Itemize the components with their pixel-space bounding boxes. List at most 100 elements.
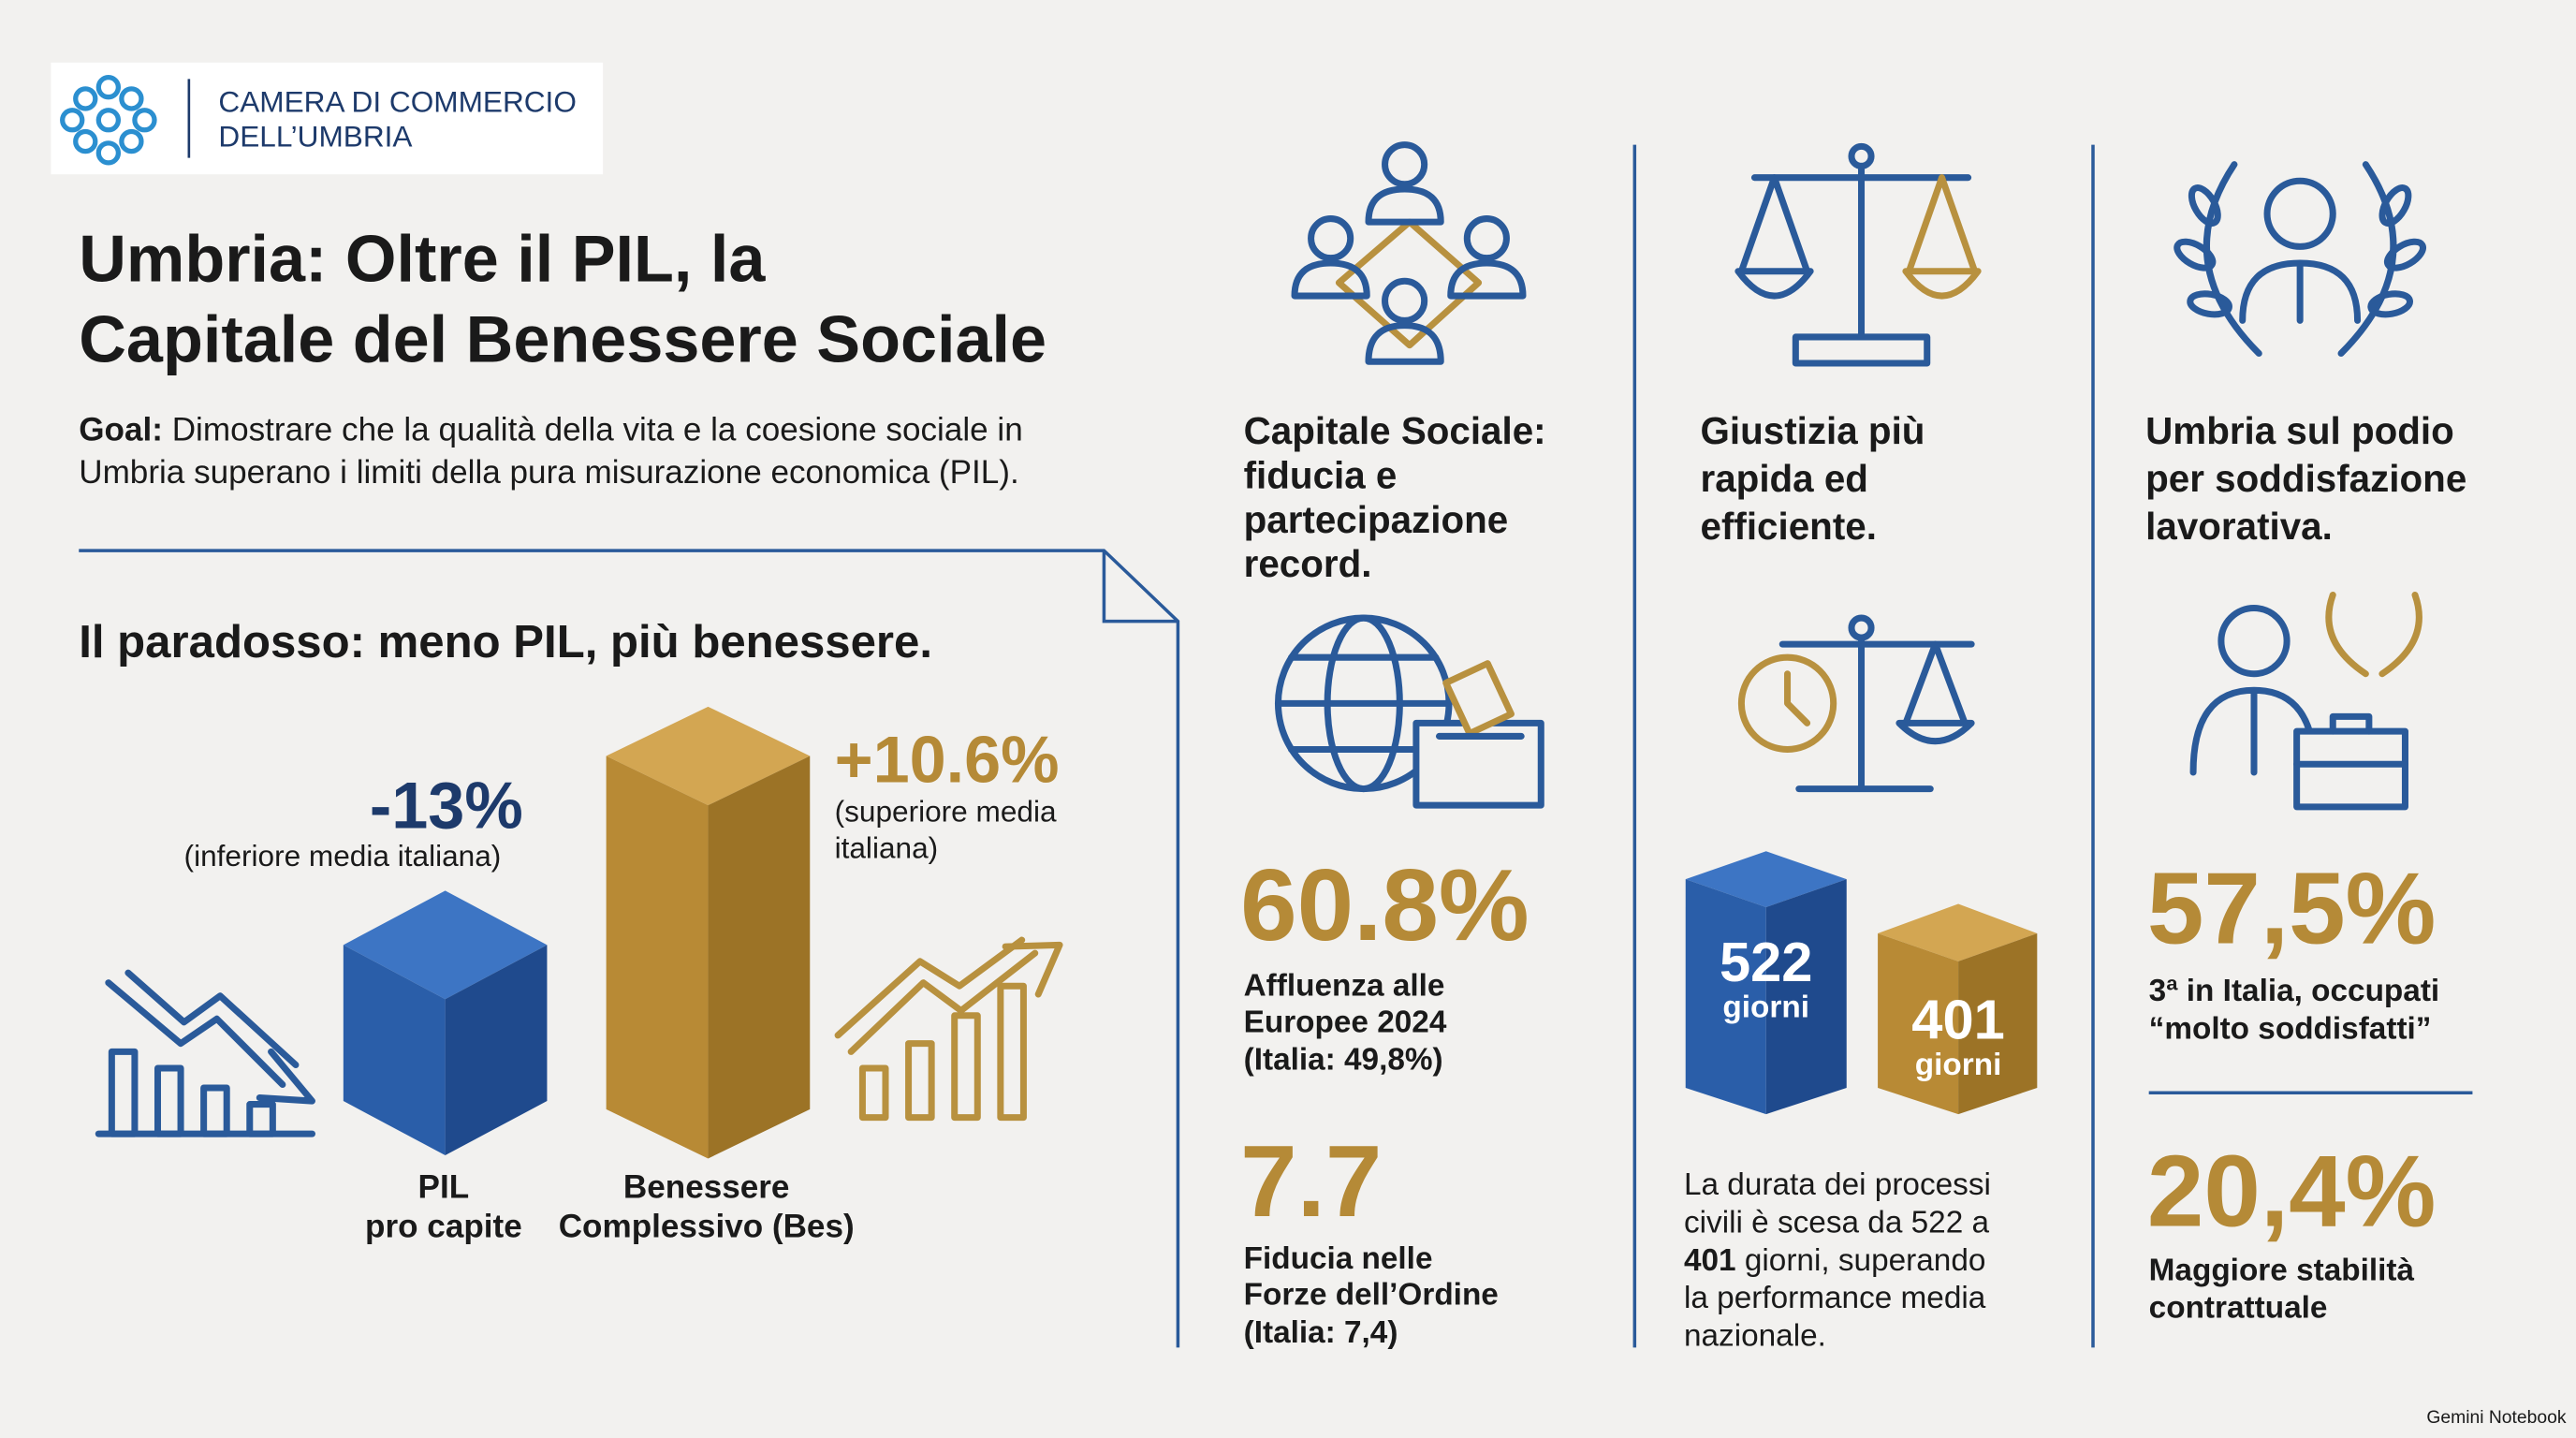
icon-part xyxy=(2203,161,2397,357)
stat-value: 20,4% xyxy=(2147,1134,2436,1248)
icon-part xyxy=(445,945,548,1155)
icon-part xyxy=(2293,712,2408,768)
bar-label: pro capite xyxy=(365,1209,522,1245)
icon-part xyxy=(1685,879,1766,1115)
icon-part xyxy=(2188,184,2221,227)
column-heading: partecipazione xyxy=(1244,498,1509,541)
icon-part xyxy=(105,979,286,1089)
paragraph-bold: 401 xyxy=(1684,1243,1736,1278)
icon-part xyxy=(119,86,144,111)
column-heading: fiducia e xyxy=(1244,453,1398,496)
column-heading: efficiente. xyxy=(1701,505,1877,548)
logo-icon xyxy=(60,74,157,166)
duration-bar-before xyxy=(1685,851,1847,1115)
stat-caption: (Italia: 7,4) xyxy=(1244,1315,1398,1350)
icon-part xyxy=(1958,933,2038,1115)
paragraph: civili è scesa da 522 a xyxy=(1684,1205,1990,1240)
icon-part xyxy=(2263,177,2336,250)
column-heading: Giustizia più xyxy=(1701,409,1925,452)
stat-caption: Europee 2024 xyxy=(1244,1005,1447,1039)
bes-bar xyxy=(606,706,811,1159)
icon-part xyxy=(1765,879,1847,1115)
paragraph: 401 giorni, superando xyxy=(1684,1243,1985,1278)
down-trend-icon xyxy=(95,969,315,1137)
icon-part xyxy=(1784,670,1811,726)
paragraph-text: giorni, superando xyxy=(1745,1243,1986,1278)
icon-part xyxy=(858,982,1027,1122)
icon-part xyxy=(1382,277,1428,324)
icon-part xyxy=(606,756,709,1159)
icon-part xyxy=(1447,259,1527,300)
icon-part xyxy=(119,128,144,154)
paragraph: La durata dei processi xyxy=(1684,1167,1991,1202)
icon-part xyxy=(1335,218,1483,349)
icon-part xyxy=(95,108,121,133)
icon-part xyxy=(1734,174,1814,300)
icon-part xyxy=(1382,141,1428,188)
stat-caption: “molto soddisfatti” xyxy=(2149,1011,2432,1046)
icon-part xyxy=(1442,660,1515,737)
goal-label: Goal: xyxy=(79,412,163,448)
pil-cube xyxy=(343,890,548,1155)
up-trend-icon xyxy=(834,936,1063,1122)
worker-icon xyxy=(2189,591,2422,811)
stat-note: (inferiore media italiana) xyxy=(184,839,502,873)
icon-part xyxy=(708,756,811,1159)
icon-part xyxy=(73,86,98,111)
icon-part xyxy=(343,890,548,1000)
icon-part xyxy=(1878,903,2038,961)
bar-unit: giorni xyxy=(1722,990,1809,1025)
stat-caption: 3ª in Italia, occupati xyxy=(2149,974,2440,1008)
stat-note: italiana) xyxy=(835,830,939,864)
icon-part xyxy=(2367,290,2414,318)
time-justice-icon xyxy=(1737,614,1975,793)
column-heading: record. xyxy=(1244,542,1372,585)
paragraph: la performance media xyxy=(1684,1281,1986,1315)
icon-part xyxy=(1002,941,1063,998)
icon-part xyxy=(2217,605,2291,678)
icon-part xyxy=(1287,653,1440,753)
icon-part xyxy=(847,949,1039,1055)
bar-unit: giorni xyxy=(1915,1048,2002,1082)
goal-text: Umbria superano i limiti della pura misu… xyxy=(79,454,1019,491)
laurel-icon xyxy=(2174,161,2426,357)
icon-part xyxy=(1737,653,1837,753)
icon-part xyxy=(124,969,300,1068)
icon-part xyxy=(834,936,1026,1039)
stat-value: 57,5% xyxy=(2147,852,2436,966)
icon-part xyxy=(2378,184,2412,227)
icon-part xyxy=(343,945,446,1155)
org-name: CAMERA DI COMMERCIO xyxy=(218,84,576,118)
icon-part xyxy=(1895,640,1975,745)
justice-icon xyxy=(1734,142,1982,367)
icon-part xyxy=(95,74,121,100)
icon-part xyxy=(60,108,85,133)
icon-part xyxy=(256,1048,315,1105)
column-heading: lavorativa. xyxy=(2145,505,2333,548)
icon-part xyxy=(1365,322,1444,365)
icon-part xyxy=(2174,238,2217,271)
stat-caption: Maggiore stabilità xyxy=(2149,1253,2415,1287)
bar-label: Benessere xyxy=(623,1169,790,1206)
icon-part xyxy=(1291,259,1370,300)
community-icon xyxy=(1291,141,1527,365)
stat-caption: Fiducia nelle xyxy=(1244,1241,1433,1276)
icon-part xyxy=(1365,185,1444,226)
icon-part xyxy=(2325,591,2422,678)
icon-part xyxy=(2239,259,2362,324)
icon-part xyxy=(1902,268,1982,300)
icon-part xyxy=(1308,215,1354,262)
goal-text: Dimostrare che la qualità della vita e l… xyxy=(172,412,1023,448)
stat-value: -13% xyxy=(370,769,523,843)
column-heading: per soddisfazione xyxy=(2145,457,2466,500)
footer: Gemini Notebook xyxy=(2426,1408,2566,1428)
icon-part xyxy=(2187,290,2232,318)
icon-part xyxy=(95,140,121,166)
stat-caption: (Italia: 49,8%) xyxy=(1244,1043,1443,1078)
bar-value: 401 xyxy=(1911,988,2005,1050)
panel-fold xyxy=(1102,550,1178,624)
bar-label: PIL xyxy=(418,1169,470,1206)
logo-box xyxy=(51,62,604,175)
